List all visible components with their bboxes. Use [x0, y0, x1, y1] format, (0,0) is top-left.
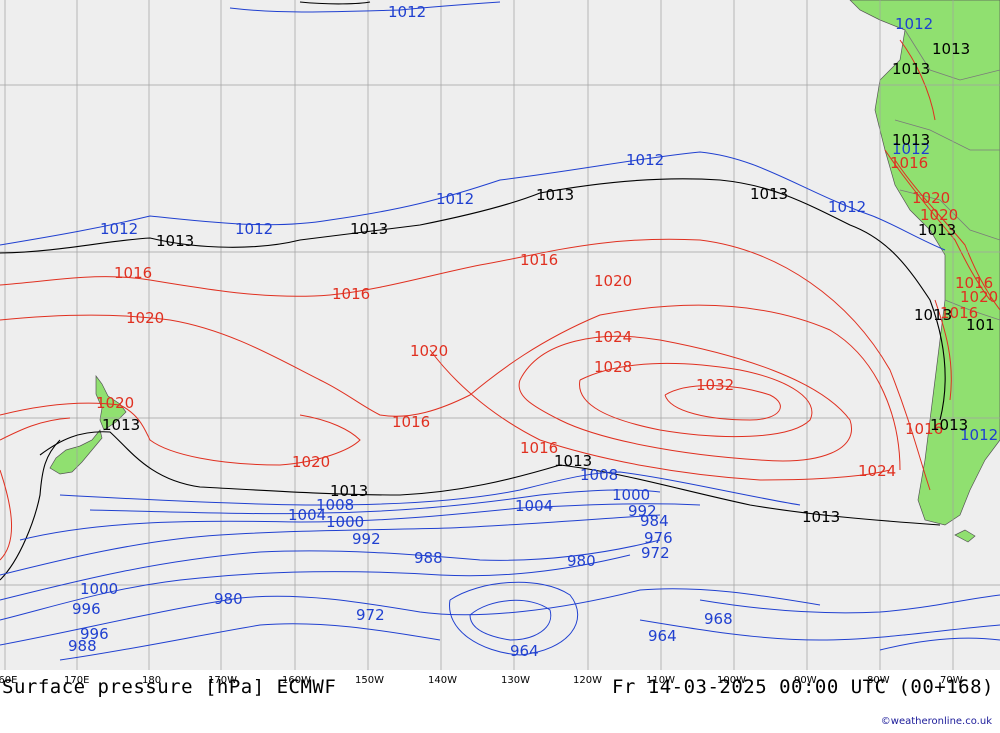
- isobar-label: 1000: [612, 486, 650, 504]
- isobar-label: 1013: [102, 416, 140, 434]
- isobar-label: 1016: [905, 420, 943, 438]
- northern-low-isobars: [0, 1, 946, 251]
- isobar-label: 1020: [292, 453, 330, 471]
- isobar-label: 1012: [235, 220, 273, 238]
- isobar-label: 1000: [326, 513, 364, 531]
- isobar-label: 1008: [316, 496, 354, 514]
- isobar-label: 996: [80, 625, 109, 643]
- isobar-label: 1016: [392, 413, 430, 431]
- falklands-island: [954, 529, 976, 543]
- isobar-label: 976: [644, 529, 673, 547]
- isobar-labels: 1012 1012 1012 1012 1012 1012 1012 1012 …: [68, 3, 998, 660]
- isobar-label: 1016: [940, 304, 978, 322]
- isobar-label: 1020: [912, 189, 950, 207]
- longitude-label: 170E: [64, 675, 89, 686]
- longitude-label: 170W: [208, 675, 237, 686]
- isobar-label: 1016: [332, 285, 370, 303]
- longitude-label: 90W: [794, 675, 817, 686]
- isobar-label: 1013: [536, 186, 574, 204]
- isobar-label: 1013: [918, 221, 956, 239]
- longitude-label: 120W: [573, 675, 602, 686]
- isobar-label: 1013: [350, 220, 388, 238]
- isobar-label: 1020: [920, 206, 958, 224]
- isobar-label: 1013: [330, 482, 368, 500]
- isobar-label: 1013: [892, 131, 930, 149]
- longitude-label: 110W: [646, 675, 675, 686]
- isobar-label: 101: [966, 316, 995, 334]
- isobar-label: 1013: [914, 306, 952, 324]
- isobar-label: 1012: [895, 15, 933, 33]
- isobar-label: 1024: [858, 462, 896, 480]
- isobar-label: 988: [68, 637, 97, 655]
- isobar-label: 964: [648, 627, 677, 645]
- isobar-label: 1020: [126, 309, 164, 327]
- isobar-label: 980: [567, 552, 596, 570]
- southern-low-isobars: [0, 471, 1000, 661]
- new-zealand-south-island: [49, 429, 103, 475]
- isobar-label: 1012: [892, 140, 930, 158]
- isobar-label: 972: [641, 544, 670, 562]
- isobar-label: 1020: [594, 272, 632, 290]
- isobar-label: 1012: [100, 220, 138, 238]
- isobar-label: 1020: [96, 394, 134, 412]
- isobar-label: 1016: [114, 264, 152, 282]
- isobar-label: 996: [72, 600, 101, 618]
- isobar-label: 1013: [156, 232, 194, 250]
- country-borders: [894, 29, 1000, 321]
- longitude-label: 100W: [717, 675, 746, 686]
- reference-1013-isobars: [0, 1, 946, 581]
- land-masses: [49, 0, 1000, 543]
- isobar-label: 992: [352, 530, 381, 548]
- isobar-label: 1004: [515, 497, 553, 515]
- isobar-label: 1012: [960, 426, 998, 444]
- isobar-label: 1013: [932, 40, 970, 58]
- map-title: Surface pressure [hPa] ECMWF: [2, 676, 337, 698]
- isobar-label: 972: [356, 606, 385, 624]
- longitude-label: 80W: [867, 675, 890, 686]
- isobar-label: 1012: [388, 3, 426, 21]
- isobar-label: 1016: [520, 439, 558, 457]
- longitude-label: 70W: [940, 675, 963, 686]
- isobar-label: 984: [640, 512, 669, 530]
- isobar-label: 968: [704, 610, 733, 628]
- isobar-label: 980: [214, 590, 243, 608]
- isobar-label: 1000: [80, 580, 118, 598]
- longitude-label: 130W: [501, 675, 530, 686]
- isobar-label: 1012: [626, 151, 664, 169]
- isobar-label: 1016: [890, 154, 928, 172]
- longitude-label: 140W: [428, 675, 457, 686]
- isobar-label: 1008: [580, 466, 618, 484]
- isobar-label: 1013: [892, 60, 930, 78]
- isobar-label: 992: [628, 502, 657, 520]
- isobar-label: 1012: [828, 198, 866, 216]
- credit-link[interactable]: ©weatheronline.co.uk: [880, 716, 992, 727]
- high-pressure-isobars: [0, 238, 931, 561]
- south-america-landmass: [849, 0, 1000, 526]
- isobar-label: 1020: [960, 288, 998, 306]
- isobar-label: 1032: [696, 376, 734, 394]
- isobar-label: 1028: [594, 358, 632, 376]
- longitude-label: 160W: [282, 675, 311, 686]
- isobar-label: 1004: [288, 506, 326, 524]
- isobar-label: 1016: [955, 274, 993, 292]
- longitude-label: 150W: [355, 675, 384, 686]
- isobar-label: 1013: [554, 452, 592, 470]
- isobar-label: 1013: [930, 416, 968, 434]
- isobar-label: 988: [414, 549, 443, 567]
- isobar-label: 1013: [750, 185, 788, 203]
- isobar-label: 1024: [594, 328, 632, 346]
- isobar-label: 1020: [410, 342, 448, 360]
- isobar-label: 964: [510, 642, 539, 660]
- ocean-background: [0, 0, 1000, 670]
- valid-time: Fr 14-03-2025 00:00 UTC (00+168): [611, 676, 994, 698]
- isobar-label: 1016: [520, 251, 558, 269]
- longitude-label: 180: [142, 675, 161, 686]
- isobar-label: 1013: [802, 508, 840, 526]
- andes-high-isobars: [884, 39, 1000, 401]
- lat-lon-grid: [0, 0, 1000, 670]
- isobar-label: 1012: [436, 190, 474, 208]
